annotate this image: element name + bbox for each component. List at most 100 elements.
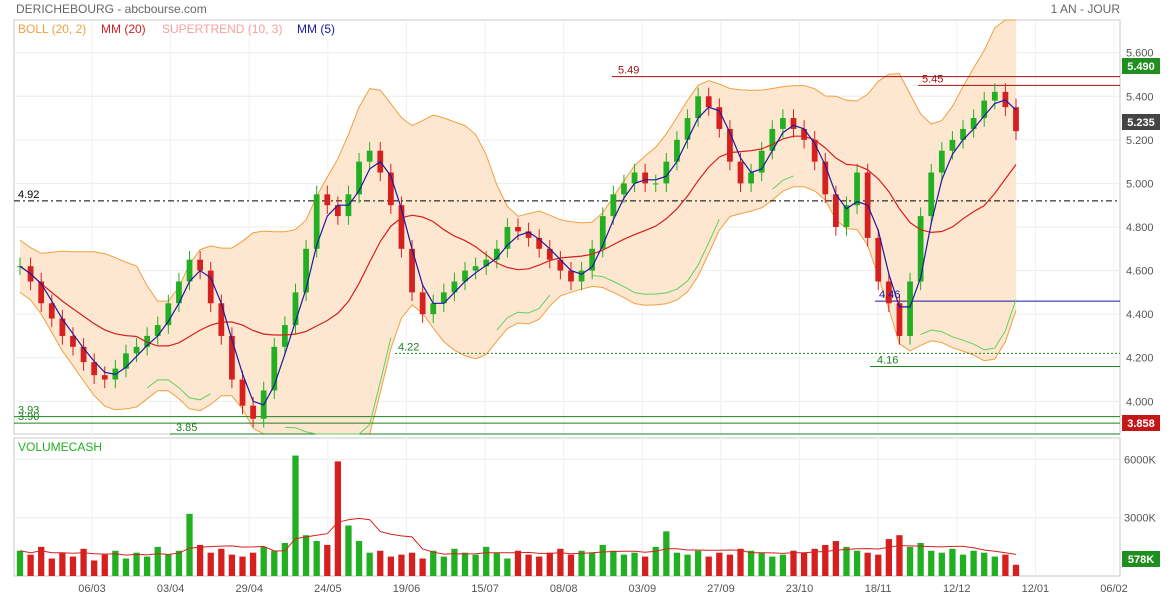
candle-body [589, 248, 596, 271]
volume-bar [1012, 564, 1020, 576]
volume-bar [355, 541, 363, 576]
volume-bar [504, 558, 511, 576]
candle-body [822, 161, 829, 195]
candle-body [324, 194, 331, 206]
volume-bar [938, 552, 945, 576]
level-label: 5.45 [922, 73, 943, 85]
volume-bar [610, 550, 617, 576]
candle-body [207, 270, 214, 304]
x-tick-label: 06/02 [1100, 583, 1128, 595]
volume-bar [747, 550, 755, 576]
volume-bar [228, 554, 236, 576]
candle-body [515, 227, 521, 232]
candle-body [949, 139, 956, 151]
candle-body [610, 194, 617, 217]
candle-body [875, 237, 882, 282]
volume-bar [959, 554, 967, 576]
volume-bar [69, 556, 77, 576]
volume-bar [843, 546, 850, 576]
volume-bar [387, 556, 394, 576]
x-axis-ticks: 06/03 03/04 29/04 24/05 19/06 15/07 08/08 03/09… [78, 583, 1128, 595]
upper-level-badge-text: 5.490 [1127, 61, 1155, 73]
candle-body [451, 281, 458, 293]
x-tick-label: 03/04 [157, 583, 185, 595]
level-label: 4.92 [18, 189, 39, 201]
candle-body [472, 266, 479, 271]
volume-bar [536, 556, 543, 576]
price-tick-label: 5.600 [1126, 48, 1154, 60]
lower-level-badge-text: 3.858 [1127, 418, 1155, 430]
candle-body [59, 318, 66, 336]
volume-bar [546, 552, 553, 576]
volume-bar [483, 546, 490, 576]
volume-bar [16, 550, 24, 576]
volume-bar [970, 550, 977, 576]
candle-body [154, 325, 161, 336]
volume-bar [398, 554, 405, 576]
candle-body [960, 128, 966, 140]
candle-body [621, 183, 627, 195]
volume-bar [249, 552, 257, 576]
level-label: 3.85 [176, 422, 197, 434]
candle-body [885, 281, 892, 304]
volume-bar [705, 556, 712, 576]
volume-bar [620, 554, 628, 576]
candle-body [387, 172, 394, 206]
period-label[interactable]: 1 AN - JOUR [1051, 2, 1121, 16]
price-tick-label: 5.200 [1126, 135, 1154, 147]
volume-bar [472, 554, 479, 576]
symbol-title: DERICHEBOURG - abcbourse.com [16, 2, 207, 16]
candle-body [430, 303, 437, 315]
candle-body [229, 335, 235, 380]
volume-bar [377, 550, 384, 576]
volume-bar [589, 552, 596, 576]
candle-body [896, 303, 903, 336]
volume-bar [239, 556, 246, 576]
volume-bar [366, 552, 373, 576]
candle-body [705, 96, 712, 108]
level-label: 4.22 [398, 341, 419, 353]
volume-bar [1002, 554, 1009, 576]
candle-body [854, 172, 860, 206]
volume-bar [38, 546, 45, 576]
price-tick-label: 4.200 [1126, 353, 1154, 365]
x-tick-label: 23/10 [786, 583, 814, 595]
lower-level-badge [1122, 415, 1160, 431]
price-tick-label: 4.400 [1126, 309, 1154, 321]
volume-bar [652, 546, 659, 576]
volume-bar [292, 455, 299, 576]
volume-bar [451, 548, 458, 576]
candle-body [843, 205, 850, 227]
price-tick-label: 5.000 [1126, 178, 1154, 190]
volume-bar [122, 558, 130, 576]
mm20-line [19, 135, 1017, 347]
volume-bar [853, 550, 861, 576]
volume-bar [949, 548, 956, 576]
candle-body [250, 405, 256, 419]
x-tick-label: 19/06 [393, 583, 421, 595]
volume-bar [726, 554, 734, 576]
candle-body [938, 150, 945, 173]
volume-bar [832, 541, 840, 576]
price-tick-label: 4.800 [1126, 222, 1154, 234]
volume-last-badge [1122, 551, 1160, 567]
candle-body [493, 248, 500, 260]
volume-bar [196, 544, 204, 576]
mm5-line [19, 99, 1017, 406]
volume-bar [440, 556, 447, 576]
candle-body [652, 183, 659, 185]
volume-bar [800, 552, 808, 576]
level-labels: 5.49 5.45 4.92 4.46 4.22 4.16 3.933.90 3.85 [18, 65, 943, 434]
candle-body [133, 346, 140, 354]
candle-body [790, 118, 797, 129]
candle-body [981, 100, 988, 119]
volume-bar [165, 554, 172, 576]
candle-body [419, 292, 426, 315]
candle-body [483, 259, 490, 267]
x-tick-label: 08/08 [550, 583, 578, 595]
candle-body [557, 259, 564, 271]
candle-body [186, 259, 193, 282]
legend-boll: BOLL (20, 2) [18, 22, 86, 36]
candle-body [546, 248, 553, 260]
